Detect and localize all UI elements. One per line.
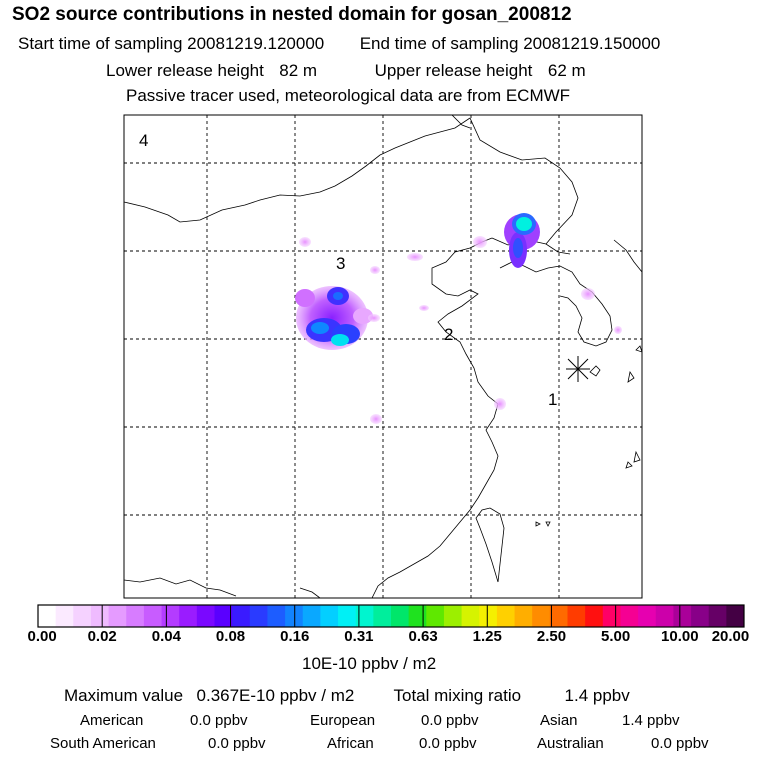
colorbar-cell bbox=[108, 605, 127, 627]
colorbar-cell bbox=[673, 605, 692, 627]
region-label-4: 4 bbox=[139, 131, 148, 150]
colorbar-cell bbox=[585, 605, 604, 627]
region-name-african: African bbox=[327, 735, 374, 752]
colorbar-cell bbox=[408, 605, 427, 627]
colorbar-cell bbox=[196, 605, 215, 627]
colorbar-tick-label: 0.16 bbox=[280, 628, 310, 645]
sampling-times: Start time of sampling 20081219.120000 E… bbox=[18, 34, 660, 54]
total-label: Total mixing ratio bbox=[393, 686, 522, 705]
colorbar-tick-label: 0.31 bbox=[344, 628, 374, 645]
lower-value: 82 m bbox=[279, 61, 318, 80]
colorbar-tick-label: 1.25 bbox=[472, 628, 502, 645]
upper-value: 62 m bbox=[547, 61, 586, 80]
start-label: Start time of sampling bbox=[18, 34, 183, 53]
map-area bbox=[124, 115, 642, 598]
map-title: SO2 source contributions in nested domai… bbox=[12, 4, 572, 25]
colorbar-cell bbox=[532, 605, 551, 627]
region-name-european: European bbox=[310, 712, 376, 729]
upper-label: Upper release height bbox=[374, 61, 533, 80]
colorbar-cell bbox=[355, 605, 374, 627]
colorbar-cell bbox=[338, 605, 357, 627]
end-label: End time of sampling bbox=[359, 34, 519, 53]
colorbar-cell bbox=[602, 605, 621, 627]
colorbar-tick-label: 20.00 bbox=[711, 628, 750, 645]
colorbar-units: 10E-10 ppbv / m2 bbox=[302, 654, 437, 673]
colorbar-cell bbox=[726, 605, 745, 627]
region-value-american: 0.0 ppbv bbox=[190, 712, 248, 729]
summary-line: Maximum value 0.367E-10 ppbv / m2 Total … bbox=[64, 686, 630, 706]
colorbar-cell bbox=[90, 605, 109, 627]
region-name-south-american: South American bbox=[50, 735, 156, 752]
colorbar-cell bbox=[496, 605, 515, 627]
colorbar-cell bbox=[461, 605, 480, 627]
colorbar-cell bbox=[443, 605, 462, 627]
start-value: 20081219.120000 bbox=[187, 34, 325, 53]
colorbar-cell bbox=[549, 605, 568, 627]
end-value: 20081219.150000 bbox=[523, 34, 661, 53]
lower-label: Lower release height bbox=[106, 61, 264, 80]
receptor-asterisk-icon bbox=[566, 356, 590, 382]
max-value: 0.367E-10 ppbv / m2 bbox=[196, 686, 355, 705]
colorbar-frame bbox=[37, 604, 745, 628]
colorbar-cell bbox=[620, 605, 639, 627]
colorbar-cell bbox=[55, 605, 74, 627]
colorbar-cell bbox=[691, 605, 710, 627]
region-value-african: 0.0 ppbv bbox=[419, 735, 477, 752]
colorbar-tick-label: 0.08 bbox=[215, 628, 246, 645]
release-heights: Lower release height 82 m Upper release … bbox=[106, 61, 586, 81]
region-name-american: American bbox=[80, 712, 144, 729]
colorbar-cell bbox=[514, 605, 533, 627]
total-value: 1.4 ppbv bbox=[564, 686, 630, 705]
region-value-european: 0.0 ppbv bbox=[421, 712, 479, 729]
tracer-note: Passive tracer used, meteorological data… bbox=[126, 86, 571, 105]
colorbar-cell bbox=[179, 605, 198, 627]
region-value-south-american: 0.0 ppbv bbox=[208, 735, 266, 752]
lat-lon-grid bbox=[124, 115, 642, 598]
colorbar-cell bbox=[143, 605, 162, 627]
colorbar-cell bbox=[391, 605, 410, 627]
region-value-australian: 0.0 ppbv bbox=[651, 735, 709, 752]
region-label-1: 1 bbox=[548, 390, 557, 409]
max-label: Maximum value bbox=[64, 686, 184, 705]
colorbar-cell bbox=[320, 605, 339, 627]
colorbar-cell bbox=[373, 605, 392, 627]
colorbar-cell bbox=[708, 605, 727, 627]
coastlines bbox=[124, 115, 642, 598]
colorbar-cells bbox=[38, 605, 745, 627]
colorbar-cell bbox=[302, 605, 321, 627]
colorbar-cell bbox=[426, 605, 445, 627]
colorbar-dividers bbox=[101, 605, 681, 627]
colorbar-cell bbox=[73, 605, 92, 627]
region-name-australian: Australian bbox=[537, 735, 604, 752]
region-value-asian: 1.4 ppbv bbox=[622, 712, 680, 729]
colorbar-cell bbox=[655, 605, 674, 627]
colorbar-cell bbox=[214, 605, 233, 627]
region-label-3: 3 bbox=[336, 254, 345, 273]
colorbar-cell bbox=[232, 605, 251, 627]
colorbar-tick-label: 0.04 bbox=[151, 628, 181, 645]
colorbar-cell bbox=[285, 605, 304, 627]
colorbar-cell bbox=[567, 605, 586, 627]
colorbar-cell bbox=[126, 605, 145, 627]
colorbar-tick-label: 10.00 bbox=[661, 628, 699, 645]
colorbar-tick-label: 0.00 bbox=[27, 628, 57, 645]
colorbar-cell bbox=[638, 605, 657, 627]
colorbar-cell bbox=[161, 605, 180, 627]
region-name-asian: Asian bbox=[540, 712, 578, 729]
colorbar-cell bbox=[249, 605, 268, 627]
colorbar-cell bbox=[479, 605, 498, 627]
colorbar-tick-label: 2.50 bbox=[536, 628, 567, 645]
map-frame bbox=[123, 114, 643, 599]
colorbar-tick-label: 5.00 bbox=[601, 628, 631, 645]
region-label-2: 2 bbox=[444, 325, 453, 344]
colorbar-cell bbox=[267, 605, 286, 627]
concentration-plumes bbox=[295, 213, 622, 424]
colorbar-tick-label: 0.02 bbox=[87, 628, 117, 645]
colorbar-cell bbox=[38, 605, 57, 627]
colorbar-tick-label: 0.63 bbox=[408, 628, 438, 645]
